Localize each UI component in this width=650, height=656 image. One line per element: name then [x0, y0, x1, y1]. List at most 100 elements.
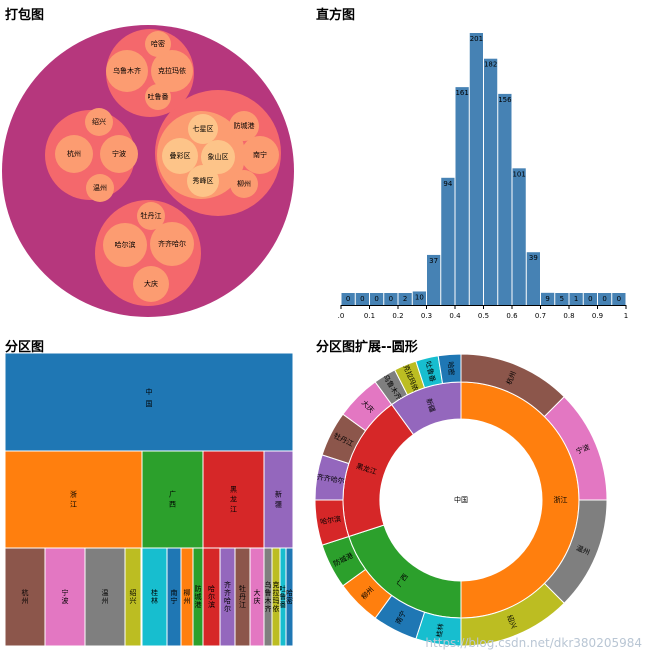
histogram-bar-label: 0 [346, 295, 350, 303]
partition-label-char: 滨 [208, 600, 215, 609]
partition-node-浙江 [4, 450, 143, 549]
pack-circle-哈尔滨 [103, 223, 147, 267]
sunburst-label: 桂林 [434, 623, 445, 638]
histogram-bar [355, 293, 369, 305]
pack-circle-宁波 [100, 135, 138, 173]
partition-label-char: 黑 [230, 486, 237, 494]
pack-label: 宁波 [112, 149, 126, 158]
partition-label-char: 乌 [265, 580, 272, 589]
partition-label: 国 [146, 400, 153, 408]
histogram-bar [441, 177, 455, 305]
partition-label-char: 绍 [130, 588, 137, 597]
sunburst-root-label: 中国 [454, 495, 468, 504]
pack-circle-防城港 [229, 111, 259, 141]
pack-label: 哈密 [151, 39, 165, 48]
pack-label: 乌鲁木齐 [113, 66, 141, 75]
partition-label: 吐鲁番 [280, 584, 287, 609]
partition-label: 桂林 [151, 588, 158, 605]
sunburst-title: 分区图扩展--圆形 [316, 340, 418, 355]
histogram-bar [370, 293, 384, 305]
pack-label: 吐鲁番 [148, 92, 169, 101]
pack-circle-杭州 [55, 135, 93, 173]
partition-label-char: 木 [265, 596, 272, 605]
partition-label-char: 林 [151, 596, 158, 605]
partition-label-char: 州 [22, 597, 29, 605]
histogram-bar-label: 37 [429, 257, 438, 265]
histogram-bar-label: 94 [443, 180, 452, 188]
partition-label-char: 州 [184, 597, 191, 605]
partition-label-char: 柳 [184, 588, 191, 597]
histogram-tick-label: 0.3 [421, 312, 432, 320]
histogram-tick-label: 1 [624, 312, 628, 320]
pack-label: 哈尔滨 [115, 240, 136, 249]
partition-label-char: 鲁 [280, 592, 287, 601]
histogram-bar-label: 10 [415, 293, 424, 301]
histogram-bar-label: 0 [602, 295, 606, 303]
partition-label: 浙江 [70, 490, 77, 509]
pack-label: 温州 [93, 183, 107, 192]
partition-label: 温州 [102, 588, 109, 605]
histogram-bar-label: 182 [484, 61, 497, 69]
histogram-bar [541, 292, 555, 305]
partition-label: 大庆 [254, 588, 261, 605]
histogram-bar [583, 293, 597, 305]
partition-label-char: 齐 [224, 580, 231, 589]
pack-circle-乌鲁木齐 [106, 50, 148, 92]
partition-node-新疆 [263, 450, 294, 549]
watermark: https://blog.csdn.net/dkr380205984 [425, 636, 642, 650]
partition-label-char: 温 [102, 588, 109, 597]
partition-label: 南宁 [171, 588, 178, 605]
histogram-tick-label: 0.2 [392, 312, 403, 320]
partition-label: 广西 [169, 490, 176, 509]
histogram-bar-label: 101 [512, 170, 525, 178]
partition-node-广西 [141, 450, 204, 549]
partition-label: 柳州 [184, 588, 191, 605]
partition-label-char: 州 [102, 597, 109, 605]
sunburst-label: 新疆 [424, 397, 437, 413]
pack-label: 大庆 [144, 279, 158, 288]
partition-title: 分区图 [5, 340, 45, 355]
pack-circle-桂林 [157, 111, 245, 199]
partition-label-char: 兴 [130, 596, 137, 605]
partition-label: 杭州 [22, 588, 29, 605]
partition-label: 牡丹江 [239, 584, 246, 609]
pack-label: 防城港 [234, 121, 255, 130]
partition-label-char: 大 [254, 588, 261, 597]
histogram-bar [512, 168, 526, 305]
partition-label: 克拉玛依 [273, 581, 280, 613]
pack-label: 绍兴 [92, 117, 106, 126]
partition-label-char: 尔 [208, 592, 215, 601]
sunburst-label: 齐齐哈尔 [316, 472, 345, 485]
histogram-bar-label: 9 [545, 295, 549, 303]
partition-node-黑龙江 [202, 450, 265, 549]
partition-node-宁波 [44, 547, 86, 647]
pack-label: 南宁 [253, 150, 267, 159]
partition-node-杭州 [4, 547, 46, 647]
partition-label-char: 宁 [171, 596, 178, 605]
partition-label-char: 西 [169, 501, 176, 509]
histogram-bar-label: 5 [560, 295, 564, 303]
partition-label-char: 桂 [151, 588, 158, 597]
partition-label-char: 杭 [22, 588, 29, 597]
pack-label: 柳州 [237, 179, 251, 188]
partition-label-char: 庆 [254, 596, 261, 605]
partition-label-char: 宁 [62, 588, 69, 597]
partition-label-char: 波 [62, 596, 69, 605]
partition-label-char: 浙 [70, 490, 77, 499]
histogram-bar [412, 291, 426, 305]
partition-label: 齐齐哈尔 [224, 580, 231, 613]
partition-label-char: 江 [239, 601, 246, 609]
partition-label-char: 牡 [239, 584, 246, 593]
pack-circle-克拉玛依 [151, 50, 193, 92]
pack-circle-齐齐哈尔 [150, 222, 194, 266]
histogram-tick-label: 0.8 [563, 312, 574, 320]
histogram-bar [484, 58, 498, 305]
histogram-tick-label: 0.9 [592, 312, 603, 320]
histogram-bar-label: 156 [498, 96, 512, 104]
partition-label-char: 江 [70, 501, 77, 509]
histogram-tick-label: 0.5 [478, 312, 489, 320]
pack-label: 七星区 [193, 124, 214, 133]
